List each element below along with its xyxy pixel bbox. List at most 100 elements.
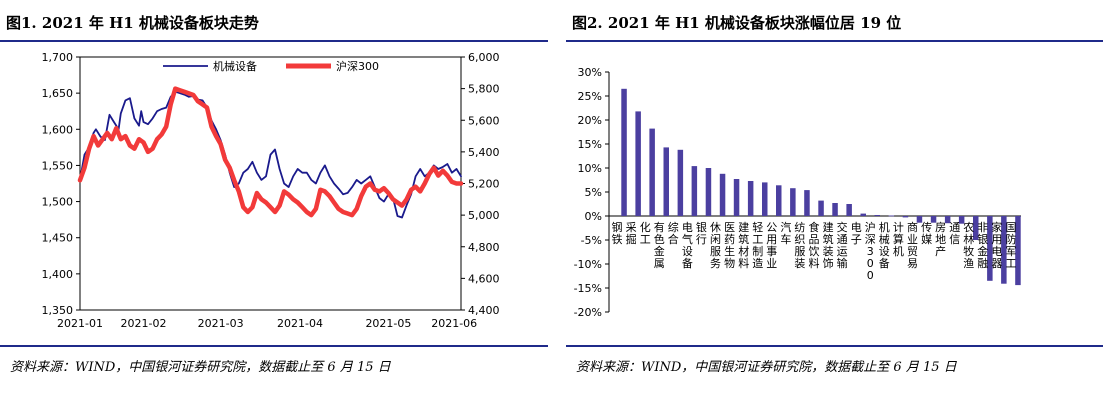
y-left-tick-label: 1,400: [42, 268, 74, 281]
category-label: 家用电器: [991, 220, 1002, 270]
y-tick-label: -20%: [574, 306, 602, 319]
bar-chart: 30% 25% 20% 15% 10% 5% 0% -5% -10% -15% -20% 钢铁采掘化工…: [574, 66, 1021, 319]
bar: [677, 149, 684, 216]
bar: [860, 213, 866, 216]
category-label: 通信: [949, 221, 960, 246]
y-right-tick-label: 4,400: [468, 304, 500, 317]
category-label: 有色金属: [654, 220, 665, 270]
bar: [804, 190, 810, 216]
series-line-machinery: [79, 90, 462, 219]
legend-label: 机械设备: [213, 59, 257, 73]
category-label: 电子: [851, 221, 862, 246]
y-left-tick-label: 1,450: [42, 232, 74, 245]
bar: [649, 128, 655, 216]
category-label: 食品饮料: [809, 220, 820, 270]
category-label: 汽车: [780, 220, 791, 246]
footer-rule: [566, 345, 1103, 347]
category-label: 沪深 3 0 0: [865, 220, 876, 282]
bar: [874, 215, 880, 216]
y-tick-label: 25%: [578, 90, 602, 103]
left-chart-panel: 图1. 2021 年 H1 机械设备板块走势 1,350 1,400 1,450 1,…: [0, 0, 548, 408]
legend-label: 沪深300: [336, 59, 379, 73]
bar: [733, 179, 740, 216]
category-label: 化工: [640, 220, 651, 246]
bar: [944, 216, 951, 224]
series-line-hs300: [77, 86, 464, 218]
bar: [719, 173, 726, 216]
category-label: 电气设备: [682, 221, 693, 270]
chart-title: 图2. 2021 年 H1 机械设备板块涨幅位居 19 位: [572, 14, 902, 32]
bar: [846, 204, 852, 216]
category-label: 房地产: [935, 221, 946, 258]
plot-frame: [79, 56, 462, 311]
category-label: 纺织服装: [794, 220, 805, 270]
y-left-tick-label: 1,700: [42, 51, 74, 64]
bar: [776, 185, 782, 216]
category-label: 机械设备: [879, 220, 890, 270]
y-right-tick-label: 5,600: [468, 114, 500, 127]
bar: [762, 182, 768, 216]
y-right-tick-label: 5,000: [468, 209, 500, 222]
y-tick-label: 10%: [578, 162, 602, 175]
bar: [832, 203, 838, 216]
x-tick-label: 2021-01: [57, 317, 103, 330]
y-tick-label: 0%: [585, 210, 602, 223]
bar: [747, 181, 754, 216]
category-label: 公用事业: [766, 221, 777, 270]
title-rule: [566, 40, 1103, 42]
y-tick-label: -5%: [581, 234, 602, 247]
bar: [958, 216, 965, 224]
y-right-tick-label: 5,800: [468, 83, 500, 96]
bar: [818, 200, 824, 216]
bar: [973, 216, 979, 240]
category-label: 传媒: [921, 221, 932, 246]
category-label: 休闲服务: [710, 221, 721, 270]
title-rule: [0, 40, 548, 42]
category-label: 银行: [696, 220, 707, 246]
bar: [916, 216, 923, 223]
bar: [888, 215, 895, 217]
y-right-tick-label: 4,800: [468, 241, 500, 254]
bar: [635, 111, 641, 216]
bar: [987, 216, 993, 281]
category-label: 钢铁: [612, 221, 623, 246]
category-label: 计算机: [893, 221, 904, 258]
bar: [621, 88, 627, 216]
bar: [790, 188, 796, 216]
y-left-tick-label: 1,550: [42, 159, 74, 172]
category-label: 综合: [668, 220, 679, 246]
category-label: 交通运输: [837, 220, 848, 270]
x-tick-label: 2021-06: [431, 317, 477, 330]
source-note: 资料来源：WIND，中国银河证券研究院，数据截止至 6 月 15 日: [576, 360, 957, 375]
y-tick-label: 15%: [578, 138, 602, 151]
y-left-tick-label: 1,600: [42, 123, 74, 136]
y-tick-label: -10%: [574, 258, 602, 271]
bar: [1001, 216, 1007, 284]
bar: [902, 216, 909, 218]
x-tick-label: 2021-04: [277, 317, 323, 330]
y-right-tick-label: 6,000: [468, 51, 500, 64]
y-tick-label: -15%: [574, 282, 602, 295]
y-tick-label: 30%: [578, 66, 602, 79]
category-label: 农林牧渔: [963, 220, 974, 270]
y-right-tick-label: 5,400: [468, 146, 500, 159]
y-left-tick-label: 1,350: [42, 304, 74, 317]
bar: [663, 147, 669, 216]
y-left-tick-label: 1,500: [42, 196, 74, 209]
y-right-tick-label: 4,600: [468, 272, 500, 285]
bar: [1015, 216, 1021, 286]
category-label: 轻工制造: [752, 220, 763, 270]
y-tick-label: 5%: [585, 186, 602, 199]
y-tick-label: 20%: [578, 114, 602, 127]
x-tick-label: 2021-05: [365, 317, 411, 330]
bar: [930, 216, 937, 223]
x-tick-label: 2021-02: [121, 317, 167, 330]
source-note: 资料来源：WIND，中国银河证券研究院，数据截止至 6 月 15 日: [10, 360, 391, 375]
chart-title: 图1. 2021 年 H1 机械设备板块走势: [6, 14, 259, 32]
x-tick-label: 2021-03: [198, 317, 244, 330]
category-label: 医药生物: [724, 221, 735, 270]
line-chart: 1,350 1,400 1,450 1,500 1,550 1,600 1,650 1,700…: [42, 51, 500, 330]
y-right-tick-label: 5,200: [468, 178, 500, 191]
category-label: 国防军工: [1006, 221, 1017, 270]
bar: [705, 168, 712, 216]
